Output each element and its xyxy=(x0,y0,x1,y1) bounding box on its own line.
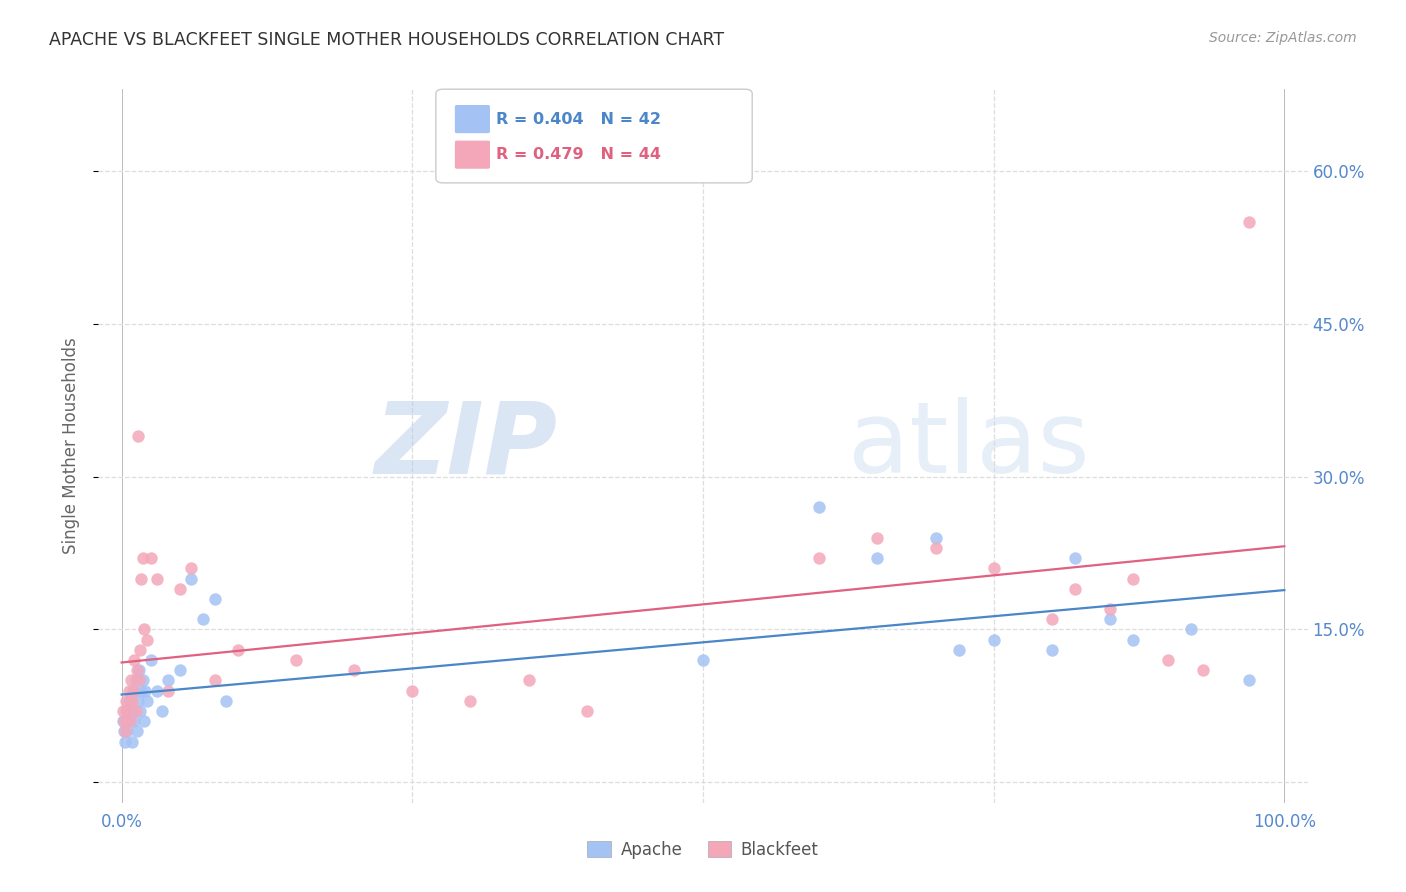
Point xyxy=(204,673,226,688)
Point xyxy=(1040,643,1063,657)
Point xyxy=(983,632,1005,647)
Y-axis label: Single Mother Households: Single Mother Households xyxy=(62,338,80,554)
Point xyxy=(924,541,946,555)
Text: APACHE VS BLACKFEET SINGLE MOTHER HOUSEHOLDS CORRELATION CHART: APACHE VS BLACKFEET SINGLE MOTHER HOUSEH… xyxy=(49,31,724,49)
Point xyxy=(517,673,540,688)
Point xyxy=(132,714,155,729)
Point xyxy=(136,694,159,708)
Point xyxy=(157,673,180,688)
Point xyxy=(134,683,156,698)
Point xyxy=(124,673,146,688)
Point xyxy=(692,653,714,667)
Point xyxy=(1239,673,1261,688)
Point xyxy=(145,572,167,586)
Point xyxy=(1040,612,1063,626)
Point xyxy=(125,663,148,677)
Point xyxy=(112,714,135,729)
Point xyxy=(401,683,423,698)
Text: R = 0.404   N = 42: R = 0.404 N = 42 xyxy=(496,112,661,127)
Point xyxy=(808,500,831,515)
Point xyxy=(121,734,143,748)
Point xyxy=(129,704,152,718)
Point xyxy=(866,531,889,545)
Point xyxy=(1098,612,1121,626)
Point xyxy=(1098,602,1121,616)
Point xyxy=(120,704,142,718)
Legend: Apache, Blackfeet: Apache, Blackfeet xyxy=(581,835,825,866)
Point xyxy=(948,643,970,657)
Point xyxy=(460,694,482,708)
Point xyxy=(575,704,598,718)
Point xyxy=(125,724,148,739)
Text: R = 0.479   N = 44: R = 0.479 N = 44 xyxy=(496,147,661,162)
Text: ZIP: ZIP xyxy=(375,398,558,494)
Point xyxy=(111,704,134,718)
Point xyxy=(115,694,138,708)
Point xyxy=(1157,653,1180,667)
Point xyxy=(1122,632,1144,647)
Text: Source: ZipAtlas.com: Source: ZipAtlas.com xyxy=(1209,31,1357,45)
Point xyxy=(128,663,150,677)
Point xyxy=(136,632,159,647)
Point xyxy=(226,643,249,657)
Point xyxy=(131,551,153,566)
Point xyxy=(1122,572,1144,586)
Text: atlas: atlas xyxy=(848,398,1090,494)
Point xyxy=(131,683,153,698)
Point xyxy=(124,704,146,718)
Point xyxy=(118,683,141,698)
Point xyxy=(343,663,366,677)
Point xyxy=(120,673,142,688)
Point xyxy=(132,623,155,637)
Point xyxy=(983,561,1005,575)
Point xyxy=(145,683,167,698)
Point xyxy=(157,683,180,698)
Point xyxy=(215,694,238,708)
Point xyxy=(1239,215,1261,229)
Point xyxy=(808,551,831,566)
Point xyxy=(124,653,146,667)
Point xyxy=(139,551,162,566)
Point xyxy=(121,694,143,708)
Point xyxy=(204,591,226,606)
Point xyxy=(1192,663,1215,677)
Point xyxy=(1064,582,1087,596)
Point xyxy=(114,724,136,739)
Point xyxy=(127,694,149,708)
Point xyxy=(285,653,308,667)
Point xyxy=(118,694,141,708)
Point xyxy=(111,714,134,729)
Point xyxy=(131,572,153,586)
Point xyxy=(117,724,139,739)
Point xyxy=(118,714,141,729)
Point xyxy=(169,663,191,677)
Point xyxy=(180,561,202,575)
Point xyxy=(117,704,139,718)
Point xyxy=(150,704,173,718)
Point xyxy=(180,572,202,586)
Point xyxy=(191,612,214,626)
Point xyxy=(114,734,136,748)
Point xyxy=(127,429,149,443)
Point xyxy=(129,643,152,657)
Point xyxy=(118,714,141,729)
Point xyxy=(1180,623,1202,637)
Point xyxy=(122,683,145,698)
Point xyxy=(169,582,191,596)
Point xyxy=(866,551,889,566)
Point xyxy=(112,724,135,739)
Point xyxy=(122,683,145,698)
Point xyxy=(1064,551,1087,566)
Point xyxy=(924,531,946,545)
Point xyxy=(128,673,150,688)
Point xyxy=(115,704,138,718)
Point xyxy=(124,714,146,729)
Point xyxy=(131,673,153,688)
Point xyxy=(139,653,162,667)
